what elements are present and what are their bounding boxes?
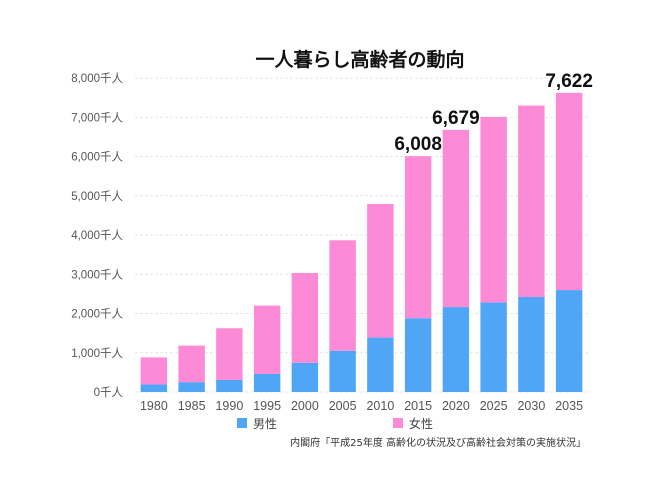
x-tick-label: 2025 bbox=[480, 399, 508, 413]
data-label-2015: 6,008 bbox=[394, 134, 442, 155]
bar-female-1995 bbox=[253, 305, 281, 374]
y-tick-label: 4,000千人 bbox=[71, 229, 123, 242]
bar-male-1985 bbox=[178, 382, 205, 392]
y-tick-label: 6,000千人 bbox=[71, 151, 123, 164]
bar-male-2010 bbox=[367, 337, 394, 392]
y-tick-label: 2,000千人 bbox=[71, 308, 123, 321]
bar-female-2025 bbox=[480, 116, 507, 303]
y-tick-label: 5,000千人 bbox=[71, 190, 123, 203]
y-tick-label: 1,000千人 bbox=[71, 347, 123, 360]
x-tick-label: 2005 bbox=[329, 399, 357, 413]
legend: 男性 女性 bbox=[237, 416, 433, 431]
bar-female-2015 bbox=[404, 156, 432, 319]
x-tick-label: 2010 bbox=[366, 399, 394, 413]
x-tick-label: 1990 bbox=[215, 399, 243, 413]
bar-female-1980 bbox=[140, 357, 168, 385]
bar-female-1990 bbox=[216, 328, 243, 380]
bar-female-2030 bbox=[518, 105, 545, 297]
legend-label-male: 男性 bbox=[253, 417, 277, 431]
data-labels: 6,008 6,679 7,622 bbox=[394, 71, 593, 155]
bar-male-2005 bbox=[329, 350, 356, 392]
source-note: 内閣府「平成25年度 高齢化の状況及び高齢社会対策の実施状況」 bbox=[290, 436, 586, 449]
x-tick-label: 2000 bbox=[291, 399, 319, 413]
bar-male-2015 bbox=[404, 318, 432, 392]
bar-male-2030 bbox=[518, 296, 545, 392]
bars bbox=[140, 92, 583, 392]
bar-male-2020 bbox=[442, 307, 470, 392]
x-tick-label: 1995 bbox=[253, 399, 281, 413]
bar-male-1990 bbox=[216, 379, 243, 392]
bar-female-1985 bbox=[178, 345, 205, 383]
legend-swatch-female bbox=[393, 418, 403, 428]
legend-swatch-male bbox=[237, 418, 247, 428]
y-tick-label: 7,000千人 bbox=[71, 111, 123, 124]
x-tick-label: 2035 bbox=[555, 399, 583, 413]
bar-male-1995 bbox=[253, 373, 281, 392]
data-label-2020: 6,679 bbox=[432, 108, 480, 129]
bar-female-2035 bbox=[555, 92, 583, 291]
x-tick-label: 2015 bbox=[404, 399, 432, 413]
chart-title: 一人暮らし高齢者の動向 bbox=[255, 48, 464, 71]
x-tick-label: 2020 bbox=[442, 399, 470, 413]
bar-male-1980 bbox=[140, 384, 168, 392]
x-axis: 1980 1985 1990 1995 2000 2005 2010 2015 2020 2025… bbox=[140, 399, 583, 413]
legend-label-female: 女性 bbox=[409, 416, 433, 431]
x-tick-label: 2030 bbox=[517, 399, 545, 413]
y-tick-label: 8,000千人 bbox=[71, 72, 123, 85]
bar-male-2025 bbox=[480, 302, 507, 392]
y-tick-label: 0千人 bbox=[94, 386, 124, 399]
x-tick-label: 1985 bbox=[178, 399, 206, 413]
bar-female-2010 bbox=[367, 203, 394, 338]
data-label-2035: 7,622 bbox=[545, 71, 593, 92]
y-tick-label: 3,000千人 bbox=[71, 268, 123, 281]
bar-male-2035 bbox=[555, 290, 583, 392]
x-tick-label: 1980 bbox=[140, 399, 168, 413]
bar-female-2005 bbox=[329, 240, 356, 351]
bar-male-2000 bbox=[291, 362, 319, 392]
y-axis: 0千人 1,000千人 2,000千人 3,000千人 4,000千人 5,000千人 6,… bbox=[71, 72, 123, 399]
gridlines bbox=[135, 77, 588, 393]
bar-female-2000 bbox=[291, 272, 319, 363]
bar-female-2020 bbox=[442, 129, 470, 308]
